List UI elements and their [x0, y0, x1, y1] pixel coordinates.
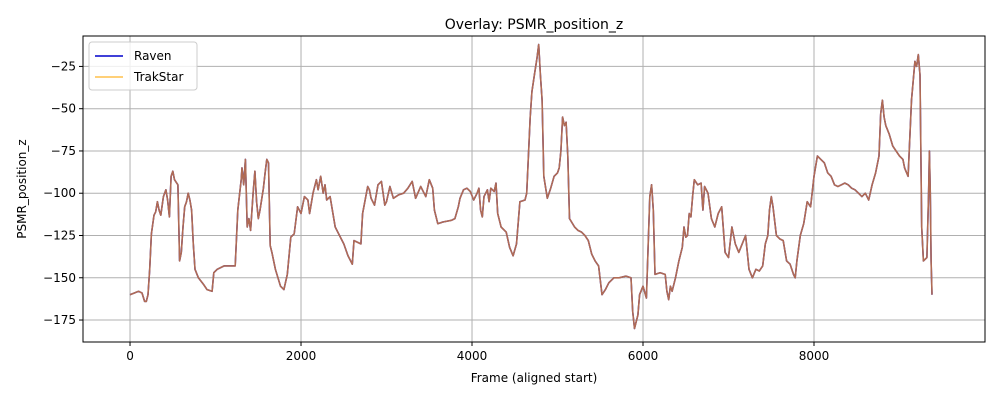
series-trakstar-line	[129, 43, 933, 330]
legend-box	[88, 41, 198, 91]
grid	[83, 36, 985, 342]
chart-title: Overlay: PSMR_position_z	[445, 17, 624, 33]
x-tick-label: 0	[126, 349, 134, 363]
y-tick-label: −125	[43, 228, 76, 242]
y-axis-label: PSMR_position_z	[15, 139, 29, 238]
y-tick-label: −75	[51, 144, 76, 158]
y-tick-label: −25	[51, 59, 76, 73]
x-tick-label: 4000	[457, 349, 488, 363]
plot-area-frame	[82, 35, 986, 343]
y-tick-label: −175	[43, 313, 76, 327]
x-tick-label: 6000	[628, 349, 659, 363]
y-axis: −25 −50 −75 −100 −125 −150 −175	[43, 59, 83, 327]
x-axis: 0 2000 4000 6000 8000	[126, 342, 829, 363]
y-tick-label: −150	[43, 271, 76, 285]
legend-raven-label: Raven	[134, 49, 172, 63]
legend: Raven TrakStar	[88, 41, 198, 91]
x-tick-label: 8000	[799, 349, 830, 363]
y-tick-label: −50	[51, 102, 76, 116]
x-tick-label: 2000	[286, 349, 317, 363]
x-axis-label: Frame (aligned start)	[471, 371, 598, 385]
legend-trakstar-label: TrakStar	[133, 70, 183, 84]
y-tick-label: −100	[43, 186, 76, 200]
series-layer	[129, 43, 933, 330]
